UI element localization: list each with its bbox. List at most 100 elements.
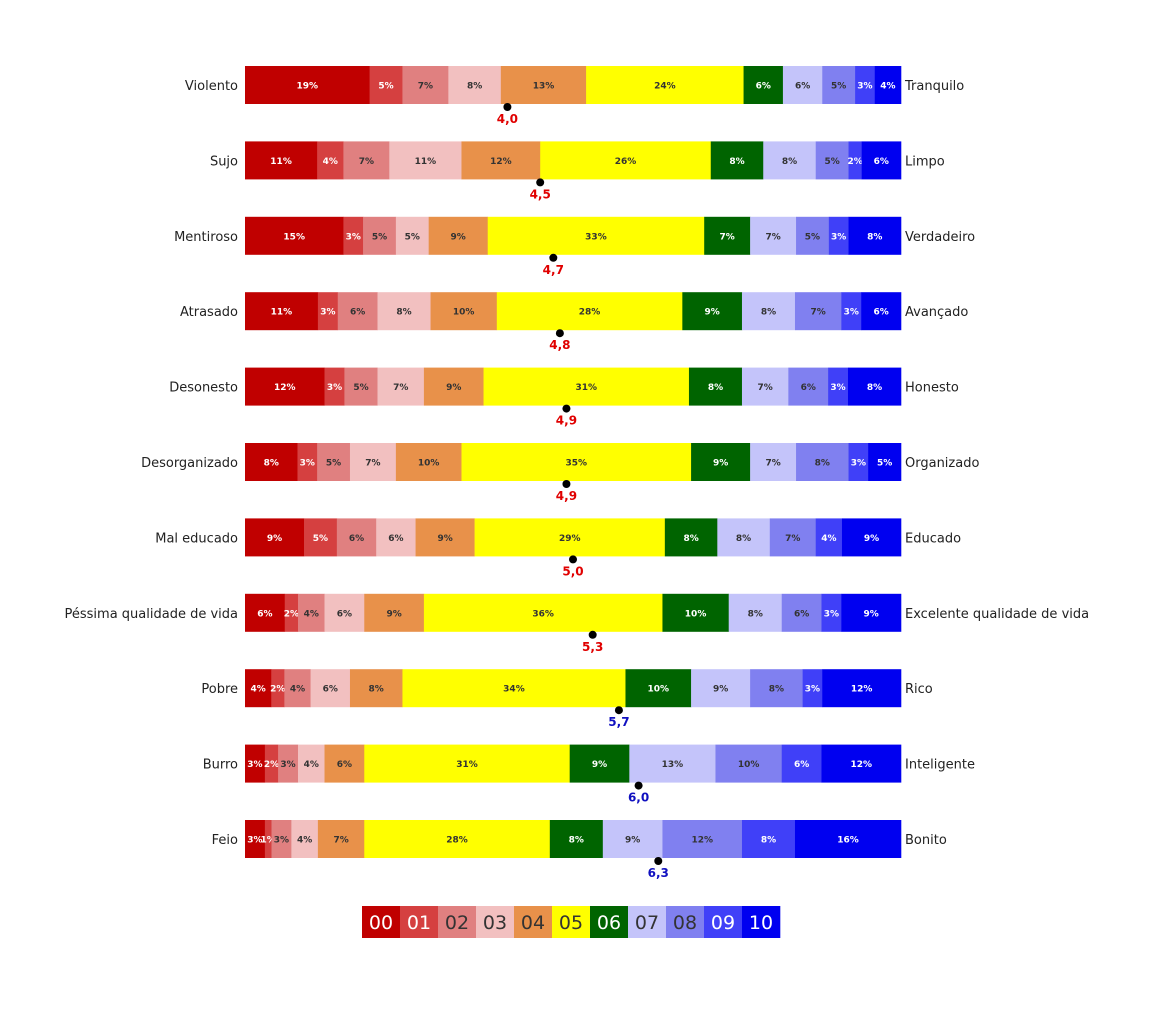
bar-segment	[841, 593, 902, 632]
segment-label: 3%	[857, 82, 872, 92]
bar-segment	[343, 141, 390, 180]
bar-segment	[741, 367, 789, 406]
legend-swatch	[362, 906, 401, 938]
segment-label: 10%	[738, 760, 760, 770]
bar-segment	[245, 216, 344, 255]
legend-label: 02	[445, 912, 469, 934]
row-left-label: Atrasado	[180, 305, 238, 320]
segment-label: 7%	[393, 383, 408, 393]
bar-segment	[349, 669, 403, 708]
mean-label: 5,7	[608, 715, 629, 729]
bar-segment	[569, 744, 630, 783]
legend-label: 09	[711, 912, 735, 934]
legend-label: 04	[521, 912, 545, 934]
bar-segment	[750, 669, 803, 708]
bar-segment	[364, 820, 551, 858]
bar-segment	[245, 141, 318, 180]
legend-swatch	[704, 906, 743, 938]
segment-label: 26%	[615, 157, 637, 167]
segment-label: 28%	[446, 836, 468, 846]
bar-segment	[788, 367, 829, 406]
bar-segment	[377, 292, 431, 331]
bar-segment	[245, 593, 286, 632]
bar-segment	[245, 66, 370, 104]
bar-segment	[364, 593, 425, 632]
legend-label: 06	[597, 912, 621, 934]
mean-marker	[562, 480, 571, 488]
bar-segment	[363, 216, 397, 255]
legend-swatch	[514, 906, 553, 938]
bar-segment	[245, 518, 305, 557]
bar-segment	[715, 744, 783, 783]
bar-segment	[324, 367, 345, 406]
segment-label: 9%	[592, 760, 607, 770]
legend-swatch	[400, 906, 439, 938]
segment-label: 2%	[284, 609, 299, 619]
mean-marker	[536, 178, 545, 187]
segment-label: 7%	[359, 157, 374, 167]
row-right-label: Organizado	[905, 456, 979, 471]
bar-segment	[324, 593, 365, 632]
bar-segment	[691, 443, 751, 481]
segment-label: 6%	[388, 534, 403, 544]
segment-label: 9%	[713, 685, 728, 695]
bar-segment	[741, 820, 796, 858]
bar-segment	[304, 518, 338, 557]
row-right-label: Verdadeiro	[905, 230, 975, 245]
segment-label: 5%	[831, 82, 846, 92]
segment-label: 9%	[713, 459, 728, 469]
segment-label: 6%	[323, 685, 338, 695]
segment-label: 4%	[304, 609, 319, 619]
bar-segment	[664, 518, 718, 557]
segment-label: 8%	[729, 157, 744, 167]
bar-segment	[802, 669, 823, 708]
legend-label: 01	[407, 912, 431, 934]
bar-segment	[278, 744, 299, 783]
segment-label: 3%	[247, 760, 262, 770]
segment-label: 8%	[396, 308, 411, 318]
segment-label: 5%	[313, 534, 328, 544]
segment-label: 6%	[801, 383, 816, 393]
row-right-label: Excelente qualidade de vida	[905, 607, 1089, 622]
mean-marker	[654, 857, 663, 865]
segment-label: 12%	[274, 383, 296, 393]
segment-label: 6%	[795, 82, 810, 92]
bar-segment	[415, 518, 475, 557]
segment-label: 7%	[720, 232, 735, 242]
segment-label: 3%	[851, 459, 866, 469]
segment-label: 9%	[705, 308, 720, 318]
segment-label: 19%	[297, 82, 319, 92]
row-left-label: Violento	[185, 79, 238, 94]
mean-label: 4,5	[530, 187, 551, 201]
segment-label: 29%	[559, 534, 581, 544]
bar-segment	[688, 367, 743, 406]
bar-segment	[750, 216, 797, 255]
segment-label: 3%	[844, 308, 859, 318]
mean-label: 4,9	[556, 489, 577, 503]
bar-segment	[691, 669, 751, 708]
segment-label: 8%	[761, 836, 776, 846]
segment-label: 31%	[575, 383, 597, 393]
row-left-label: Mentiroso	[174, 230, 238, 245]
mean-marker	[562, 404, 571, 413]
bar-segment	[540, 141, 712, 180]
bar-segment	[298, 593, 325, 632]
segment-label: 1%	[261, 836, 276, 846]
row-left-label: Feio	[212, 833, 238, 848]
segment-label: 6%	[873, 308, 888, 318]
bar-segment	[317, 443, 351, 481]
mean-label: 6,3	[648, 866, 669, 880]
bar-segment	[376, 518, 416, 557]
segment-label: 10%	[685, 609, 707, 619]
bar-segment	[310, 669, 351, 708]
segment-label: 10%	[418, 459, 440, 469]
segment-label: 12%	[850, 760, 872, 770]
segment-label: 7%	[418, 82, 433, 92]
segment-label: 4%	[250, 685, 265, 695]
segment-label: 8%	[782, 157, 797, 167]
row-left-label: Desonesto	[169, 381, 238, 396]
segment-label: 7%	[765, 459, 780, 469]
bar-segment	[389, 141, 462, 180]
bar-segment	[822, 669, 902, 708]
